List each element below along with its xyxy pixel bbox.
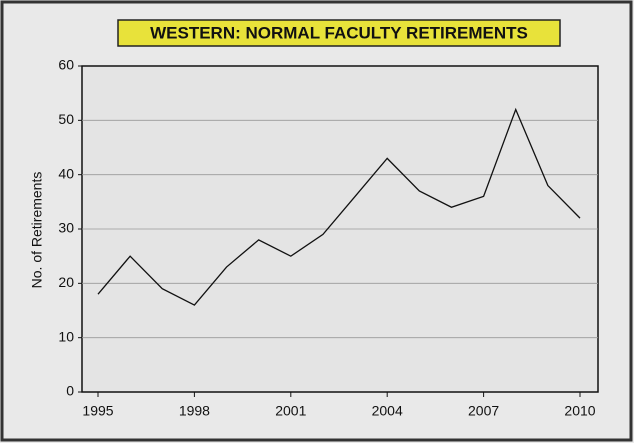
y-tick-label: 30	[58, 220, 74, 236]
y-tick-label: 40	[58, 165, 74, 181]
y-tick-label: 10	[58, 328, 74, 344]
line	[97, 107, 581, 306]
x-tick-label: 1995	[82, 403, 113, 419]
x-tick-label: 2001	[275, 403, 306, 419]
y-axis-label: No. of Retirements	[29, 172, 45, 289]
title-box	[117, 19, 561, 47]
x-tick-label: 2004	[372, 403, 403, 419]
y-tick-label: 0	[66, 383, 74, 399]
chart-title: WESTERN: NORMAL FACULTY RETIREMENTS	[150, 23, 528, 42]
y-tick-label: 60	[58, 57, 74, 73]
x-tick-label: 1998	[179, 403, 210, 419]
y-tick-label: 50	[58, 111, 74, 127]
x-tick-label: 2010	[564, 403, 595, 419]
y-tick-label: 20	[58, 274, 74, 290]
x-tick-label: 2007	[468, 403, 499, 419]
